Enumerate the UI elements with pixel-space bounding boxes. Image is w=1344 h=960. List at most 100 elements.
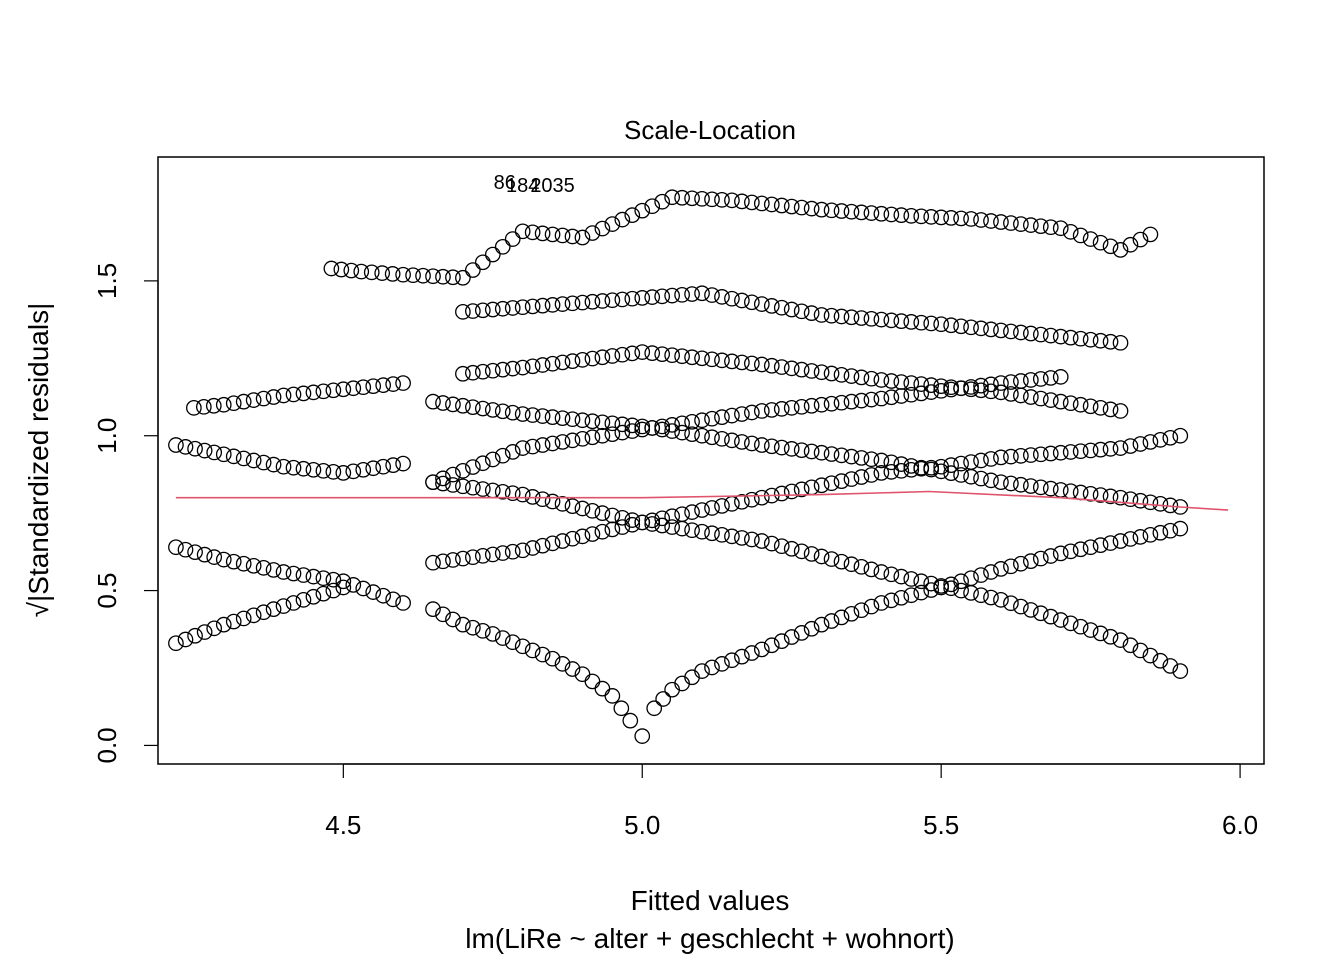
data-point: [384, 266, 401, 282]
data-point: [265, 456, 282, 473]
data-point: [604, 216, 621, 232]
data-point: [494, 483, 511, 500]
data-point: [315, 585, 332, 602]
data-point: [435, 606, 451, 623]
data-point: [724, 432, 740, 449]
data-point: [1032, 446, 1049, 463]
data-point: [614, 291, 631, 308]
data-point: [923, 461, 940, 478]
data-point: [773, 197, 790, 214]
data-point: [1032, 479, 1049, 496]
data-point: [1052, 328, 1069, 345]
data-point: [1132, 492, 1149, 509]
data-point: [646, 700, 663, 717]
data-point: [333, 261, 350, 278]
data-point: [873, 595, 890, 611]
data-point: [803, 363, 820, 379]
data-point: [343, 262, 360, 279]
data-point: [634, 202, 651, 219]
data-point: [534, 225, 551, 242]
data-point: [295, 567, 312, 583]
data-point: [714, 352, 730, 369]
data-point: [1092, 332, 1109, 349]
data-point: [323, 260, 340, 277]
data-point: [704, 429, 720, 446]
point-layer: [168, 189, 1189, 744]
series-top-scatter: [323, 189, 1159, 286]
model-formula-subtitle: lm(LiRe ~ alter + geschlecht + wohnort): [465, 923, 954, 954]
data-point: [694, 190, 710, 207]
data-point: [514, 542, 531, 559]
data-point: [1052, 220, 1069, 237]
data-point: [753, 403, 770, 419]
data-point: [993, 322, 1009, 339]
data-point: [484, 546, 501, 563]
series-descending-upper: [425, 393, 1189, 515]
data-point: [375, 377, 392, 393]
data-point: [1162, 522, 1179, 539]
data-point: [694, 663, 710, 679]
data-point: [554, 434, 571, 450]
data-point: [465, 619, 481, 636]
data-point: [923, 315, 940, 332]
data-point: [1032, 550, 1049, 567]
data-point: [843, 471, 860, 487]
y-tick-label: 1.5: [92, 263, 122, 299]
data-point: [614, 424, 631, 441]
data-point: [714, 430, 730, 447]
data-point: [933, 209, 950, 226]
data-point: [474, 400, 491, 417]
data-point: [365, 584, 382, 600]
data-point: [1013, 448, 1029, 464]
data-point: [1022, 447, 1039, 463]
data-point: [574, 528, 591, 545]
data-point: [903, 587, 920, 604]
data-point: [465, 364, 481, 381]
data-point: [624, 423, 641, 439]
data-point: [1042, 392, 1059, 408]
data-point: [933, 378, 950, 395]
series-v-curve-left: [425, 601, 651, 744]
data-point: [613, 700, 630, 717]
data-point: [763, 196, 780, 213]
data-point: [465, 549, 481, 566]
data-point: [614, 346, 631, 363]
data-point: [1003, 386, 1019, 402]
data-point: [1132, 436, 1149, 452]
data-point: [883, 206, 900, 223]
data-point: [883, 312, 900, 329]
data-point: [753, 437, 770, 453]
data-point: [315, 462, 332, 479]
data-point: [564, 353, 581, 369]
data-point: [285, 565, 302, 582]
data-point: [425, 601, 441, 618]
data-point: [823, 446, 840, 462]
data-point: [674, 189, 690, 206]
data-point: [793, 303, 810, 320]
data-point: [1142, 434, 1159, 450]
data-point: [385, 457, 401, 473]
data-point: [275, 458, 292, 475]
data-point: [455, 303, 471, 320]
data-point: [1172, 520, 1189, 537]
data-point: [594, 505, 611, 521]
data-point: [494, 447, 511, 464]
data-point: [923, 384, 940, 400]
data-point: [993, 449, 1009, 466]
data-point: [1142, 226, 1159, 243]
series-ascending-upper: [425, 369, 1069, 491]
data-point: [963, 319, 979, 336]
data-point: [664, 508, 680, 525]
data-point: [773, 299, 790, 316]
data-point: [554, 496, 571, 512]
data-point: [1082, 398, 1099, 415]
data-point: [833, 308, 850, 325]
data-point: [187, 544, 203, 561]
data-point: [863, 598, 880, 615]
data-point: [1022, 478, 1039, 494]
data-point: [973, 587, 989, 604]
data-point: [405, 267, 421, 284]
data-point: [993, 592, 1009, 608]
data-point: [365, 460, 382, 477]
